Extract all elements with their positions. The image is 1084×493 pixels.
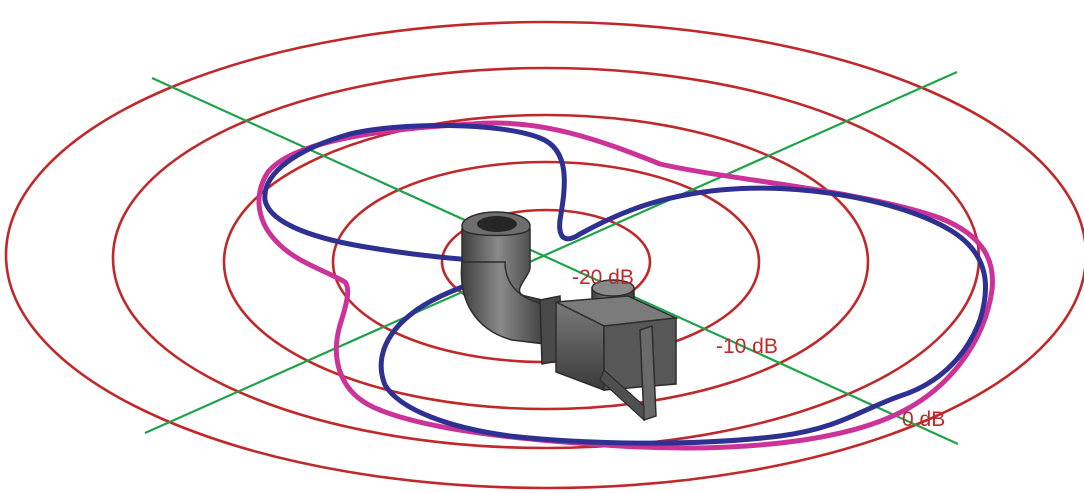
pipe-top-bore xyxy=(477,216,517,232)
pattern-curve-blue xyxy=(262,122,988,446)
mounting-plate xyxy=(639,324,657,422)
axis-line-b xyxy=(144,70,958,435)
pattern-curves xyxy=(256,120,995,451)
ring-label-minus-10: -10 dB xyxy=(716,335,778,358)
db-rings xyxy=(4,20,1084,490)
pipe-elbow xyxy=(460,261,549,345)
axis-line-a xyxy=(151,76,959,446)
mounting-plate-face xyxy=(599,368,645,422)
ring-labels: -20 dB -10 dB 0 dB xyxy=(572,266,945,431)
ring-3 xyxy=(222,113,870,411)
device-model xyxy=(460,211,679,422)
block-side-face xyxy=(603,317,677,391)
block-cylinder-top xyxy=(591,279,635,297)
ring-1 xyxy=(4,20,1084,490)
ring-label-minus-20: -20 dB xyxy=(572,266,634,289)
ring-label-0: 0 dB xyxy=(902,408,945,431)
axes xyxy=(144,70,959,446)
